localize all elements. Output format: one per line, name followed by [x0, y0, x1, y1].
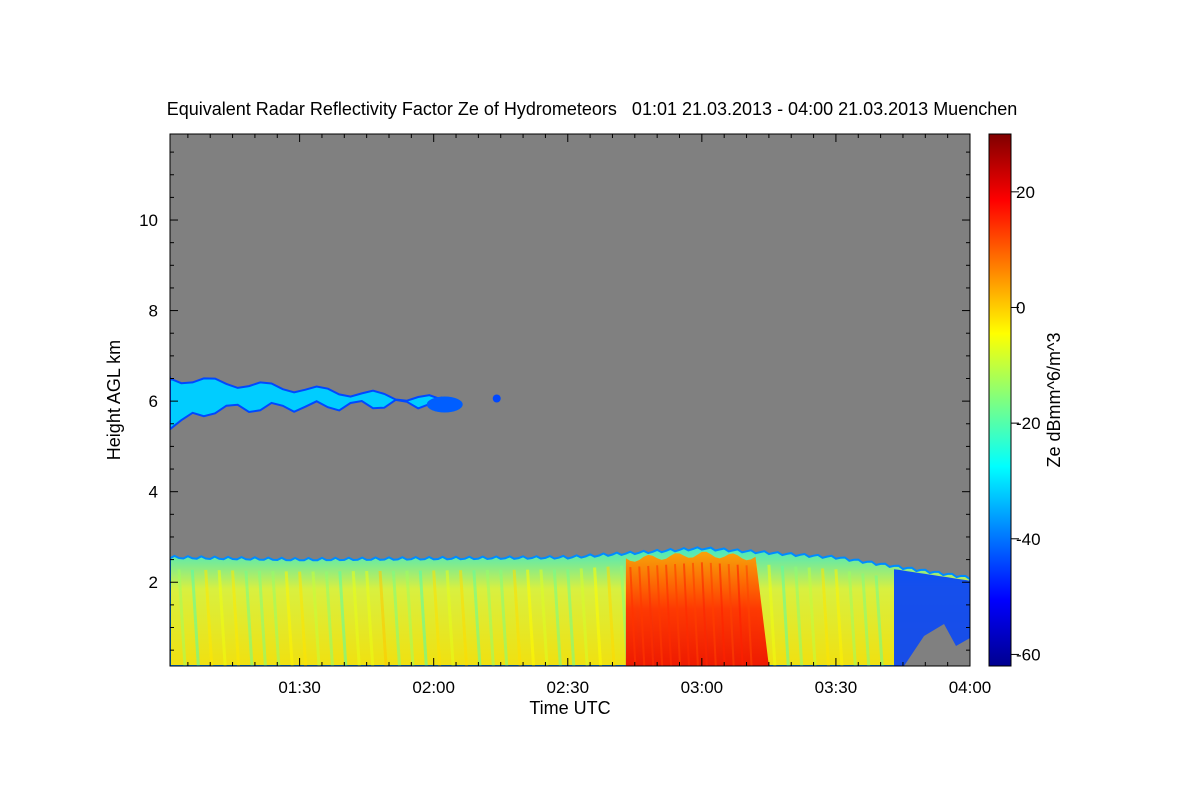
y-tick-label: 8 [149, 302, 158, 321]
colorbar-tick-label: 20 [1016, 183, 1035, 202]
upper-cloud-fragment [492, 394, 501, 403]
x-tick-label: 01:30 [278, 678, 321, 697]
core-streaks [629, 562, 753, 666]
x-tick-label: 03:30 [815, 678, 858, 697]
colorbar [988, 133, 1012, 667]
chart-title: Equivalent Radar Reflectivity Factor Ze … [167, 99, 1018, 119]
x-axis-label: Time UTC [529, 698, 610, 718]
y-tick-label: 2 [149, 573, 158, 592]
colorbar-tick-label: 0 [1016, 298, 1025, 317]
colorbar-tick-label: -20 [1016, 414, 1041, 433]
y-axis-label: Height AGL km [104, 340, 124, 460]
colorbar-label: Ze dBmm^6/m^3 [1044, 333, 1064, 468]
x-tick-label: 04:00 [949, 678, 992, 697]
colorbar-tick-label: -40 [1016, 530, 1041, 549]
x-tick-label: 03:00 [681, 678, 724, 697]
colorbar-tick-label: -60 [1016, 645, 1041, 664]
no-signal-gap [904, 624, 970, 666]
x-tick-label: 02:30 [546, 678, 589, 697]
y-tick-label: 6 [149, 392, 158, 411]
axis-ticks: 01:30 02:00 02:30 03:00 03:30 04:00 2 4 6 8 10 [139, 134, 991, 697]
plot-frame [169, 133, 971, 667]
y-tick-label: 4 [149, 483, 158, 502]
upper-cloud-fragment [426, 396, 463, 413]
y-tick-label: 10 [139, 211, 158, 230]
x-tick-label: 02:00 [412, 678, 455, 697]
colorbar-ticks: 20 0 -20 -40 -60 [1011, 183, 1041, 664]
plot-area [170, 134, 970, 666]
